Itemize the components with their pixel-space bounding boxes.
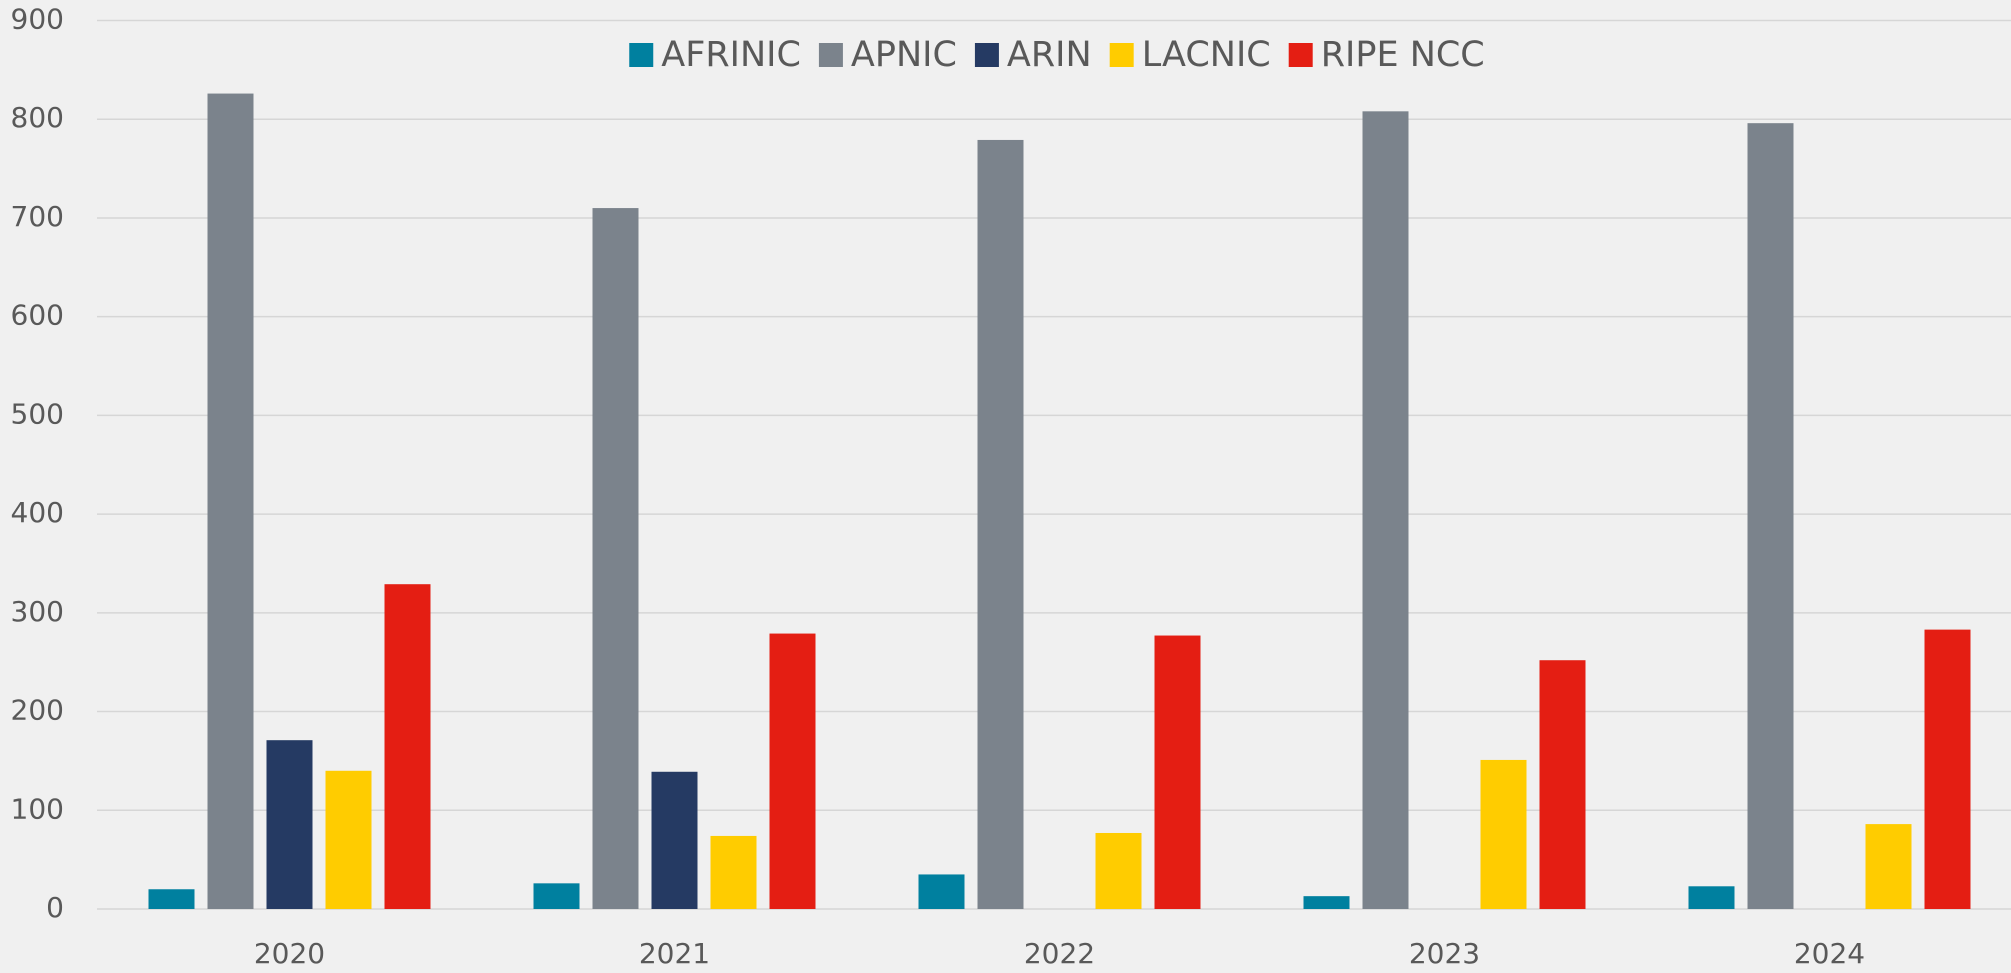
bar — [1688, 886, 1735, 909]
x-tick-label: 2022 — [1024, 937, 1095, 970]
y-tick-label: 500 — [11, 397, 64, 430]
bar — [1865, 824, 1912, 909]
bar — [533, 883, 580, 909]
legend-label: AFRINIC — [661, 35, 801, 75]
y-tick-label: 300 — [11, 595, 64, 628]
bar — [710, 835, 757, 909]
y-tick-label: 200 — [11, 694, 64, 727]
x-tick-label: 2023 — [1409, 937, 1480, 970]
bar — [1095, 832, 1142, 909]
bar — [1539, 660, 1586, 909]
legend-swatch — [974, 43, 999, 67]
bar — [977, 139, 1024, 910]
bar — [1362, 111, 1409, 909]
bar — [1154, 635, 1201, 909]
x-tick-label: 2024 — [1794, 937, 1865, 970]
y-tick-label: 800 — [11, 101, 64, 134]
y-tick-label: 100 — [11, 792, 64, 825]
bar — [592, 208, 639, 910]
legend-label: RIPE NCC — [1321, 35, 1485, 75]
bar — [207, 93, 254, 909]
legend-label: LACNIC — [1142, 35, 1271, 75]
x-tick-label: 2021 — [639, 937, 710, 970]
legend-label: ARIN — [1007, 35, 1092, 75]
legend-swatch — [629, 43, 654, 67]
bar — [651, 771, 698, 909]
x-tick-label: 2020 — [254, 937, 325, 970]
bar — [148, 889, 195, 909]
legend-swatch — [818, 43, 843, 67]
bar — [1747, 123, 1794, 909]
bar — [325, 770, 372, 909]
bar — [918, 874, 965, 909]
bar — [266, 740, 313, 909]
bar — [1480, 759, 1527, 909]
y-tick-label: 600 — [11, 299, 64, 332]
bar — [769, 633, 816, 909]
y-tick-label: 900 — [11, 3, 64, 36]
legend-swatch — [1288, 43, 1313, 67]
bar — [1924, 629, 1971, 909]
bar — [384, 584, 431, 909]
legend: AFRINIC APNIC ARIN LACNIC RIPE NCC — [629, 35, 1485, 75]
legend-label: APNIC — [851, 35, 957, 75]
y-tick-label: 700 — [11, 200, 64, 233]
y-tick-label: 0 — [46, 891, 64, 924]
y-tick-label: 400 — [11, 496, 64, 529]
bar — [1303, 896, 1350, 909]
legend-swatch — [1109, 43, 1134, 67]
